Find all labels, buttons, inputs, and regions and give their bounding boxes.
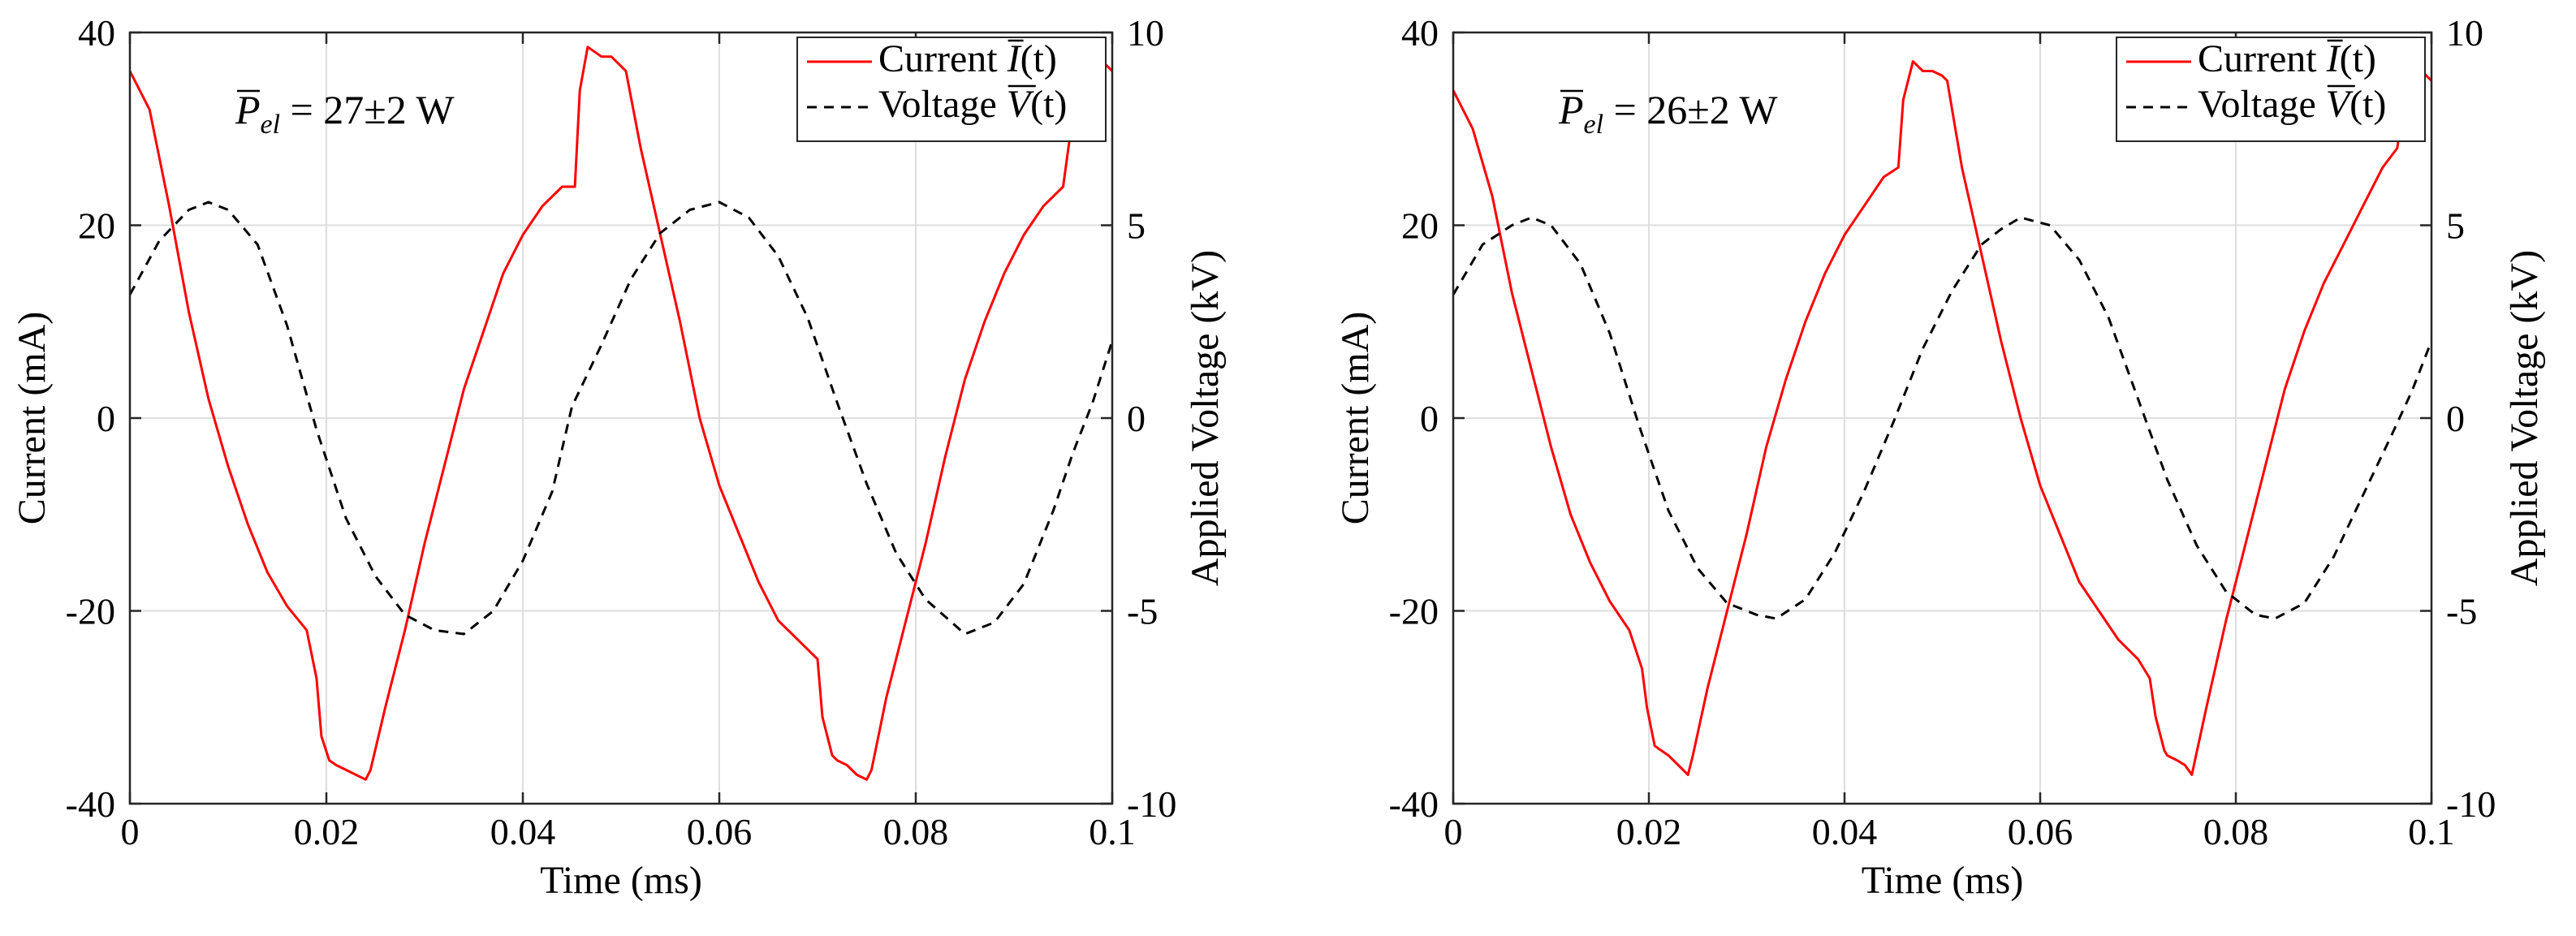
right-chart-panel: 0 0.02 0.04 0.06 0.08 0.1 -40 -20 0 20 40 -10 -5 0 5 10… xyxy=(1334,12,2546,902)
x-tick-label: 0.04 xyxy=(1812,811,1878,852)
y-left-tick-label: 0 xyxy=(1420,398,1439,439)
power-subscript: el xyxy=(1584,110,1604,140)
y-right-tick-label: 10 xyxy=(2446,12,2483,54)
y-left-tick-label: 20 xyxy=(78,205,115,247)
voltage-series-line xyxy=(1452,216,2433,620)
x-axis-label: Time (ms) xyxy=(540,859,702,902)
x-tick-label: 0.06 xyxy=(2008,811,2073,852)
power-annotation: Pel = 27±2 W xyxy=(235,87,455,140)
y-right-tick-label: 10 xyxy=(1127,12,1164,54)
y-right-tick-label: -5 xyxy=(1127,591,1158,632)
y-left-axis-label: Current (mA) xyxy=(11,312,54,525)
x-tick-label: 0.08 xyxy=(2203,811,2269,852)
legend-label-symbol: I xyxy=(2326,37,2341,80)
y-left-tick-label: 0 xyxy=(97,398,115,439)
power-annotation: Pel = 26±2 W xyxy=(1558,87,1778,140)
x-tick-label: 0.08 xyxy=(883,811,949,852)
legend-box xyxy=(2116,37,2426,142)
y-left-tick-label: 20 xyxy=(1401,205,1439,247)
left-chart-panel: 0 0.02 0.04 0.06 0.08 0.1 -40 -20 0 20 40 -10 -5 0 5 10… xyxy=(11,12,1227,902)
x-tick-label: 0.1 xyxy=(1089,811,1136,852)
y-right-axis-label: Applied Voltage (kV) xyxy=(2503,250,2546,586)
y-right-tick-label: 5 xyxy=(2446,205,2465,247)
power-subscript: el xyxy=(261,110,281,140)
x-tick-label: 0.02 xyxy=(294,811,360,852)
legend-voltage-label: Voltage V(t) xyxy=(2198,83,2386,126)
power-symbol: P xyxy=(1558,87,1584,132)
legend-box xyxy=(796,37,1107,142)
y-left-tick-label: -40 xyxy=(66,783,115,825)
y-right-tick-label: -10 xyxy=(2446,783,2496,825)
power-value: = 27±2 W xyxy=(280,87,455,132)
legend-label-suffix: (t) xyxy=(1020,37,1057,80)
legend-label-prefix: Voltage xyxy=(878,83,1007,126)
voltage-series-line xyxy=(128,201,1114,636)
y-left-axis-label: Current (mA) xyxy=(1334,312,1377,525)
x-tick-label: 0.02 xyxy=(1616,811,1682,852)
legend-label-symbol: V xyxy=(1007,83,1034,126)
y-left-tick-label: -40 xyxy=(1389,783,1439,825)
legend-label-prefix: Current xyxy=(2198,37,2327,80)
x-tick-label: 0.1 xyxy=(2408,811,2455,852)
y-left-tick-label: -20 xyxy=(66,591,115,632)
legend-label-suffix: (t) xyxy=(1030,83,1067,126)
legend-label-prefix: Current xyxy=(878,37,1008,80)
legend-voltage-label: Voltage V(t) xyxy=(878,83,1067,126)
y-right-tick-label: -5 xyxy=(2446,591,2477,632)
current-series-line xyxy=(128,45,1114,781)
current-series-line xyxy=(1452,50,2433,776)
y-right-tick-label: 5 xyxy=(1127,205,1146,247)
x-tick-label: 0.06 xyxy=(687,811,753,852)
legend-label-symbol: I xyxy=(1007,37,1022,80)
legend-label-suffix: (t) xyxy=(2349,83,2386,126)
x-axis-label: Time (ms) xyxy=(1862,859,2024,902)
legend-label-prefix: Voltage xyxy=(2198,83,2326,126)
x-tick-label: 0.04 xyxy=(490,811,556,852)
legend-label-suffix: (t) xyxy=(2340,37,2376,80)
y-right-axis-label: Applied Voltage (kV) xyxy=(1184,250,1227,586)
x-tick-label: 0 xyxy=(1444,811,1463,852)
legend-current-label: Current I(t) xyxy=(2198,37,2376,80)
y-left-tick-label: 40 xyxy=(1401,12,1439,54)
power-value: = 26±2 W xyxy=(1603,87,1778,132)
legend-current-label: Current I(t) xyxy=(878,37,1057,80)
y-right-tick-label: 0 xyxy=(2446,398,2465,439)
y-left-tick-label: 40 xyxy=(78,12,115,54)
y-left-tick-label: -20 xyxy=(1389,591,1439,632)
legend-label-symbol: V xyxy=(2326,83,2354,126)
x-tick-label: 0 xyxy=(121,811,140,852)
power-symbol: P xyxy=(235,87,261,132)
y-right-tick-label: 0 xyxy=(1127,398,1146,439)
y-right-tick-label: -10 xyxy=(1127,783,1176,825)
